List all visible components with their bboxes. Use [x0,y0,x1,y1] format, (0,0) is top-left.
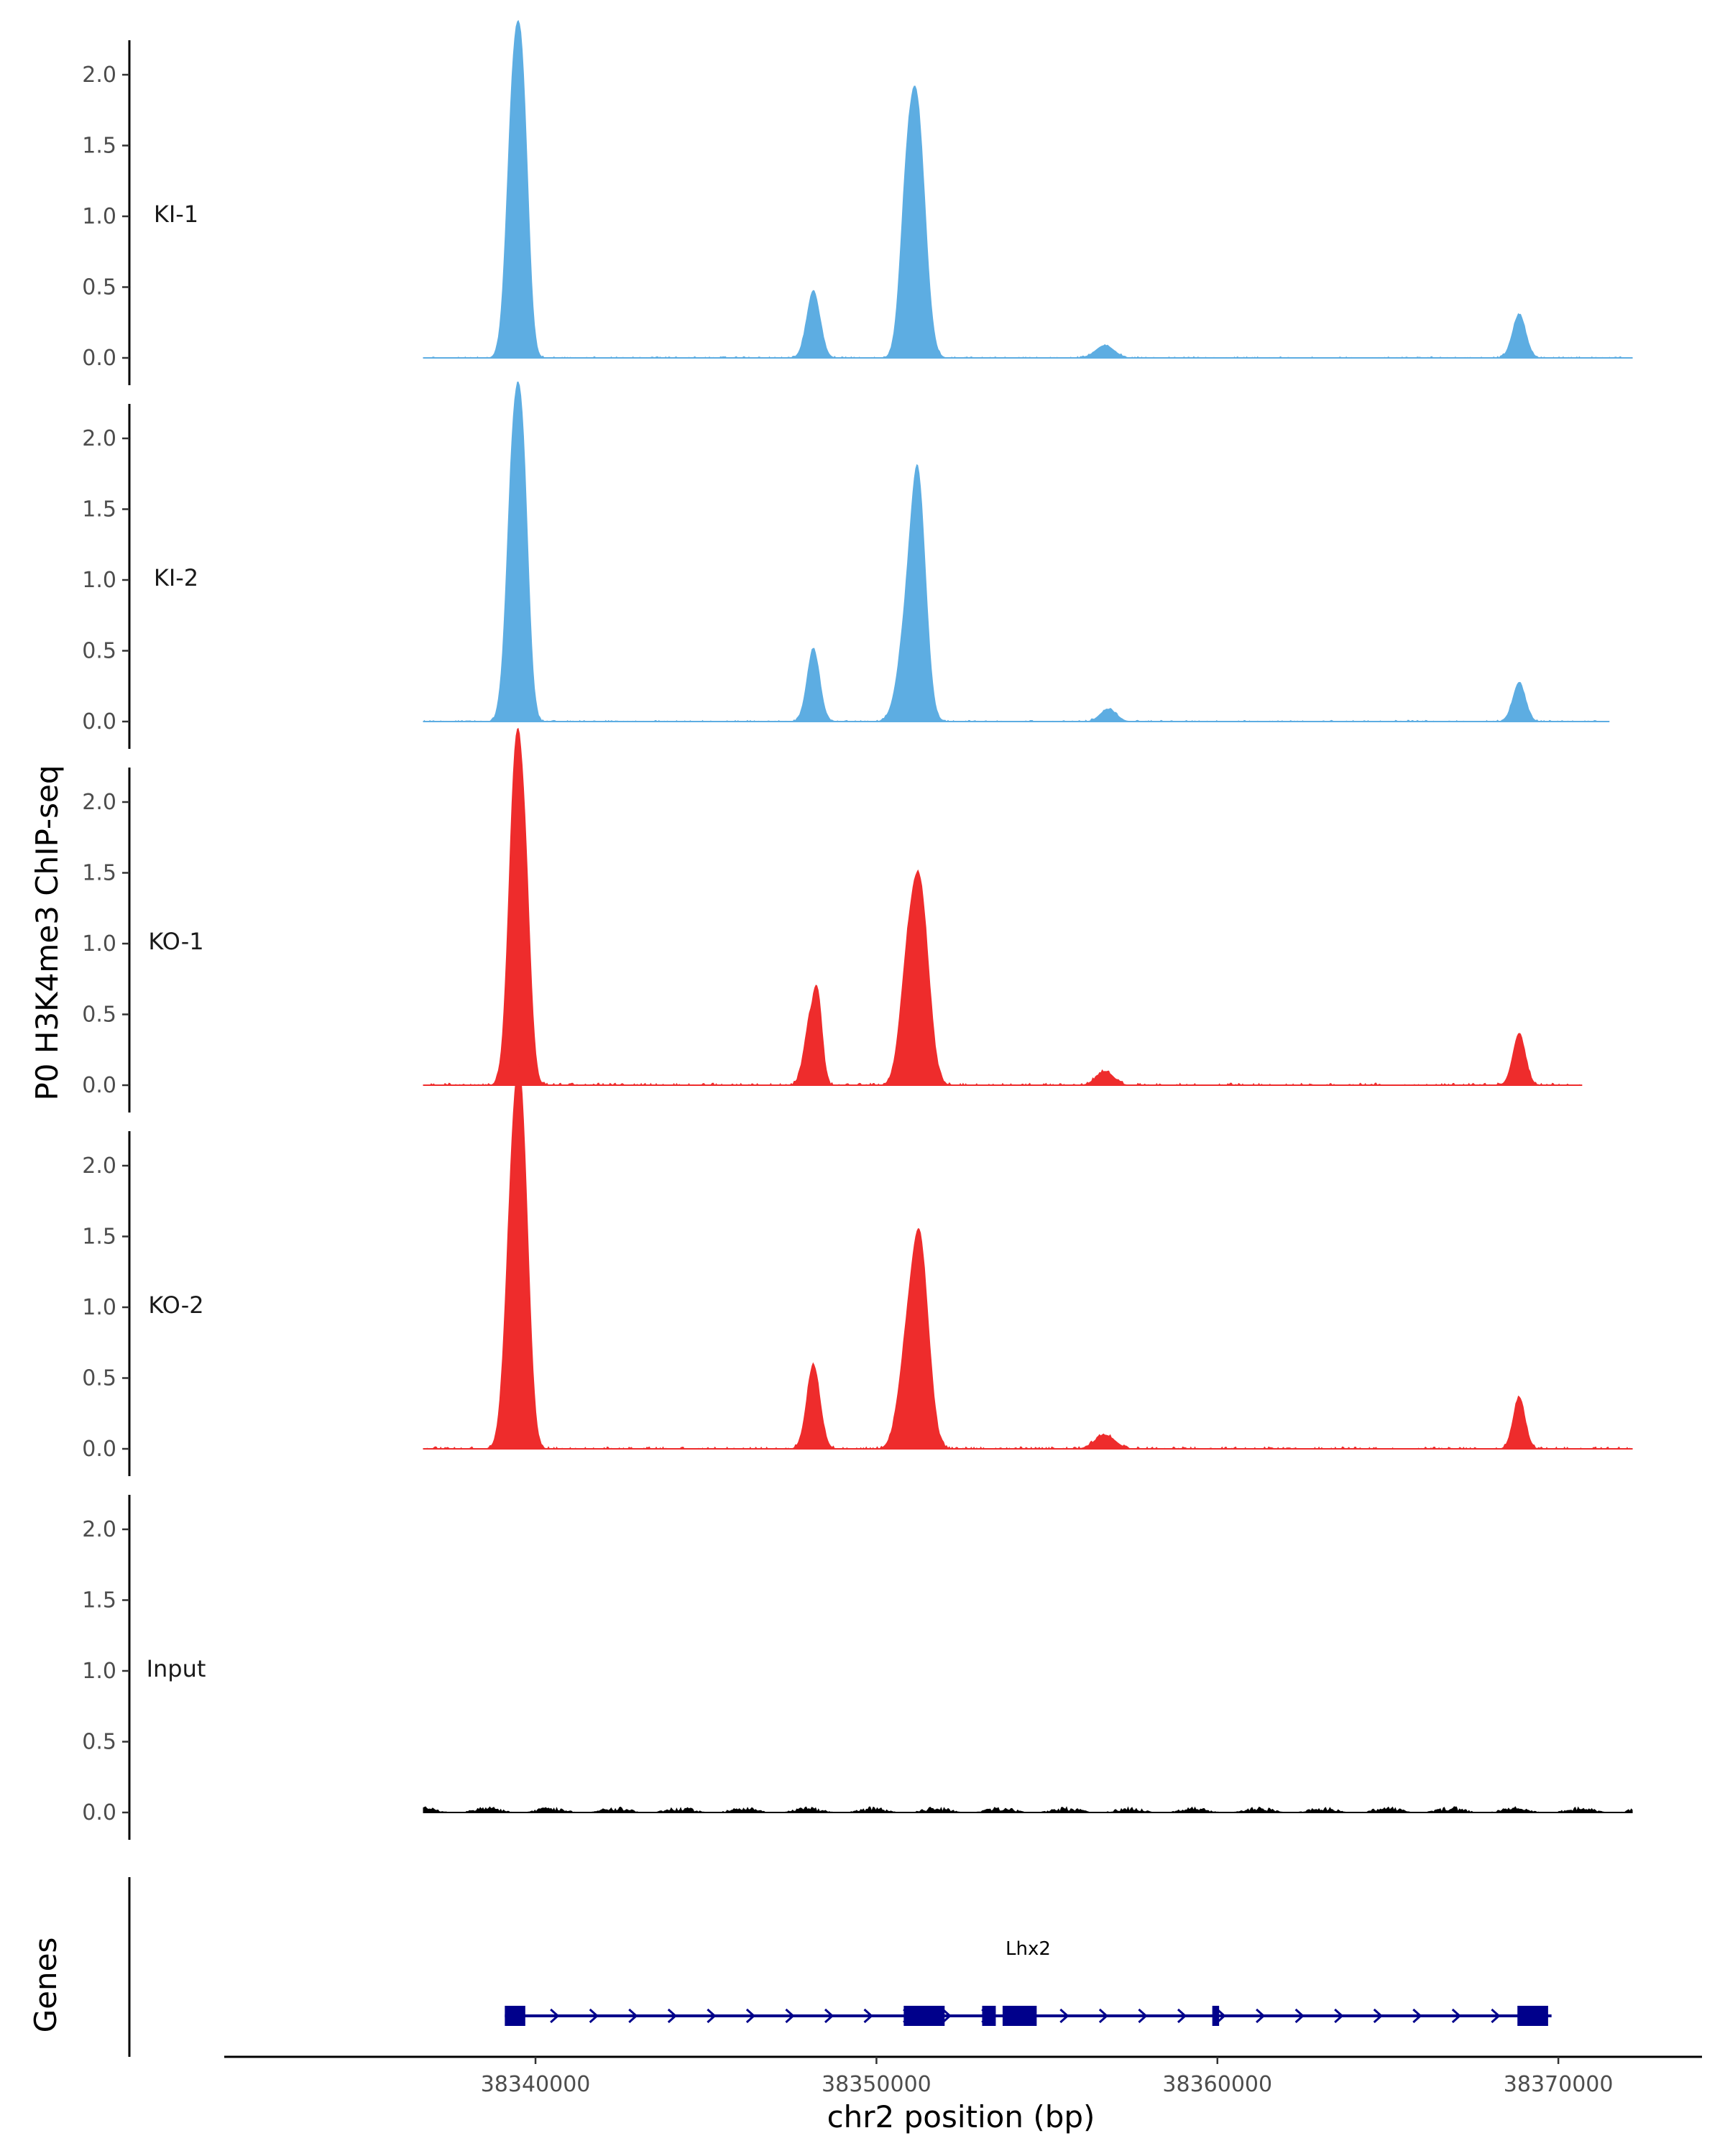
gene-exon [982,2006,996,2026]
y-tick-label: 0.0 [82,346,116,371]
y-tick-label: 2.0 [82,426,116,451]
strand-arrow [824,2008,834,2024]
strand-arrow [745,2008,756,2024]
y-tick-label: 0.0 [82,709,116,734]
y-tick-label: 1.0 [82,1659,116,1684]
y-tick-label: 1.5 [82,861,116,886]
strand-arrow [1098,2008,1109,2024]
track-panel-ki-1: 0.0 0.5 1.0 1.5 2.0 KI-1 [82,19,1633,385]
strand-arrow [785,2008,795,2024]
strand-arrow [942,2008,952,2024]
strand-arrow [1334,2008,1344,2024]
strand-arrow [667,2008,678,2024]
x-tick-label: 38370000 [1504,2072,1614,2097]
y-tick-label: 0.5 [82,1003,116,1028]
y-tick-label: 1.5 [82,134,116,159]
strand-arrow [1216,2008,1226,2024]
gene-exon [1212,2006,1220,2026]
y-axis-title: P0 H3K4me3 ChIP-seq [29,765,65,1100]
strand-arrow [589,2008,599,2024]
y-tick-label: 1.0 [82,1295,116,1320]
signal-area-ko-2 [423,1064,1633,1449]
strand-arrow [707,2008,717,2024]
x-tick-label: 38360000 [1162,2072,1272,2097]
strand-arrow [1059,2008,1070,2024]
y-tick-label: 0.0 [82,1073,116,1098]
y-tick-label: 2.0 [82,1153,116,1179]
strand-arrow [550,2008,560,2024]
y-tick-label: 1.0 [82,204,116,229]
gene-panel: Lhx2 [128,1877,1552,2057]
track-label: KI-1 [154,201,198,228]
gene-exon [1002,2006,1037,2026]
y-tick-label: 0.5 [82,639,116,664]
signal-area-ko-1 [423,727,1583,1085]
track-label: KI-2 [154,564,198,591]
track-label: KO-2 [148,1291,203,1319]
strand-arrow [1373,2008,1383,2024]
gene-exon [903,2006,945,2026]
x-axis: 38340000 38350000 38360000 38370000 [224,2055,1702,2097]
track-panel-input: 0.0 0.5 1.0 1.5 2.0 Input [82,1495,1633,1840]
track-panel-ki-2: 0.0 0.5 1.0 1.5 2.0 KI-2 [82,381,1610,749]
strand-arrow [1412,2008,1422,2024]
track-panel-ko-1: 0.0 0.5 1.0 1.5 2.0 KO-1 [82,727,1583,1112]
gene-name-label: Lhx2 [1006,1938,1051,1960]
strand-arrow [1294,2008,1305,2024]
strand-arrow [1491,2008,1501,2024]
x-axis-title: chr2 position (bp) [827,2099,1095,2134]
y-tick-label: 0.5 [82,1366,116,1391]
strand-arrow [1256,2008,1266,2024]
track-panels: 0.00.51.01.52.0KI-10.00.51.01.52.0KI-20.… [82,19,1633,1840]
y-tick-label: 2.0 [82,790,116,815]
gene-exon [1517,2006,1548,2026]
y-tick-label: 1.5 [82,1225,116,1250]
y-tick-label: 0.5 [82,1730,116,1755]
gene-model [505,2006,1552,2026]
strand-arrow [863,2008,873,2024]
signal-area-input [423,1806,1633,1812]
signal-area-ki-1 [423,19,1633,359]
y-tick-label: 0.0 [82,1800,116,1825]
y-tick-label: 1.5 [82,497,116,522]
signal-area-ki-2 [423,381,1610,722]
strand-arrow [1138,2008,1148,2024]
y-tick-label: 1.0 [82,931,116,957]
track-label: Input [147,1655,206,1682]
track-panel-ko-2: 0.0 0.5 1.0 1.5 2.0 KO-2 [82,1064,1633,1476]
x-tick-label: 38340000 [481,2072,591,2097]
y-tick-label: 0.0 [82,1437,116,1462]
strand-arrow [1451,2008,1462,2024]
y-tick-label: 0.5 [82,275,116,300]
x-tick-label: 38350000 [822,2072,932,2097]
y-tick-label: 2.0 [82,1517,116,1542]
genes-axis-title: Genes [28,1938,63,2033]
strand-arrow [1177,2008,1187,2024]
gene-exon [505,2006,525,2026]
y-tick-label: 2.0 [82,63,116,88]
strand-arrow [628,2008,638,2024]
y-tick-label: 1.5 [82,1588,116,1613]
y-tick-label: 1.0 [82,568,116,593]
track-label: KO-1 [148,928,203,955]
